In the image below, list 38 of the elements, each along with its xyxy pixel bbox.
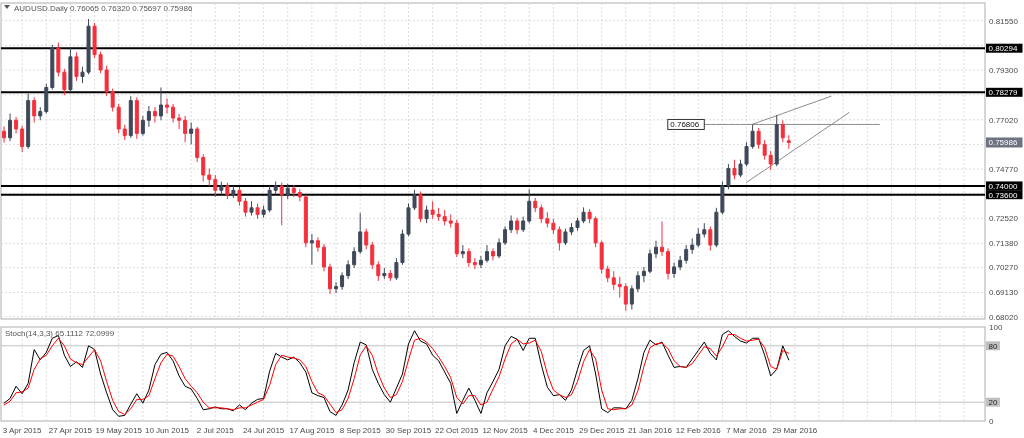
x-tick-label: 30 Sep 2015: [385, 426, 432, 435]
chart-title: AUDUSD.Daily 0.76065 0.76320 0.75697 0.75986: [14, 4, 193, 13]
x-tick-label: 27 Apr 2015: [48, 426, 93, 435]
y-tick-label: 0.71380: [989, 239, 1019, 249]
ref-line-label: 0.78279: [988, 88, 1018, 98]
x-tick-label: 19 May 2015: [95, 426, 143, 435]
y-tick-label: 0.81550: [989, 16, 1019, 26]
y-tick-label: 0.79300: [989, 65, 1019, 75]
x-tick-label: 12 Nov 2015: [482, 426, 529, 435]
x-tick-label: 29 Dec 2015: [578, 426, 625, 435]
y-tick-label: 0.69130: [989, 288, 1019, 298]
ref-line-label: 0.80294: [988, 44, 1018, 54]
ref-line-label: 80: [988, 341, 998, 351]
y-tick-label: 0.68020: [989, 312, 1019, 322]
ref-line-label: 0.73600: [988, 190, 1018, 200]
x-tick-label: 7 Mar 2016: [726, 426, 768, 435]
x-tick-label: 29 Mar 2016: [772, 426, 818, 435]
chart-title: Stoch(14,3,3) 65.1112 72.0999: [5, 329, 115, 338]
x-tick-label: 4 Dec 2015: [532, 426, 575, 435]
text: 0.75986: [988, 138, 1018, 148]
ref-line-label: 0.74000: [988, 181, 1018, 191]
x-tick-label: 10 Jun 2015: [144, 426, 190, 435]
annotation: 0.76806: [670, 120, 700, 130]
x-tick-label: 22 Oct 2015: [434, 426, 480, 435]
ref-line-label: 20: [988, 398, 998, 407]
x-tick-label: 24 Jul 2015: [242, 426, 285, 435]
y-tick-label: 0: [989, 416, 994, 426]
x-tick-label: 8 Sep 2015: [339, 426, 382, 435]
x-tick-label: 12 Feb 2016: [675, 426, 722, 435]
x-tick-label: 17 Aug 2015: [289, 426, 335, 435]
y-tick-label: 0.77020: [989, 115, 1019, 125]
y-tick-label: 0.70270: [989, 263, 1019, 273]
y-tick-label: 0.72520: [989, 214, 1019, 224]
y-tick-label: 100: [989, 322, 1003, 332]
x-tick-label: 21 Jan 2016: [627, 426, 673, 435]
y-tick-label: 0.74770: [989, 164, 1019, 174]
x-tick-label: 3 Apr 2015: [2, 426, 43, 435]
x-tick-label: 2 Jul 2015: [196, 426, 235, 435]
